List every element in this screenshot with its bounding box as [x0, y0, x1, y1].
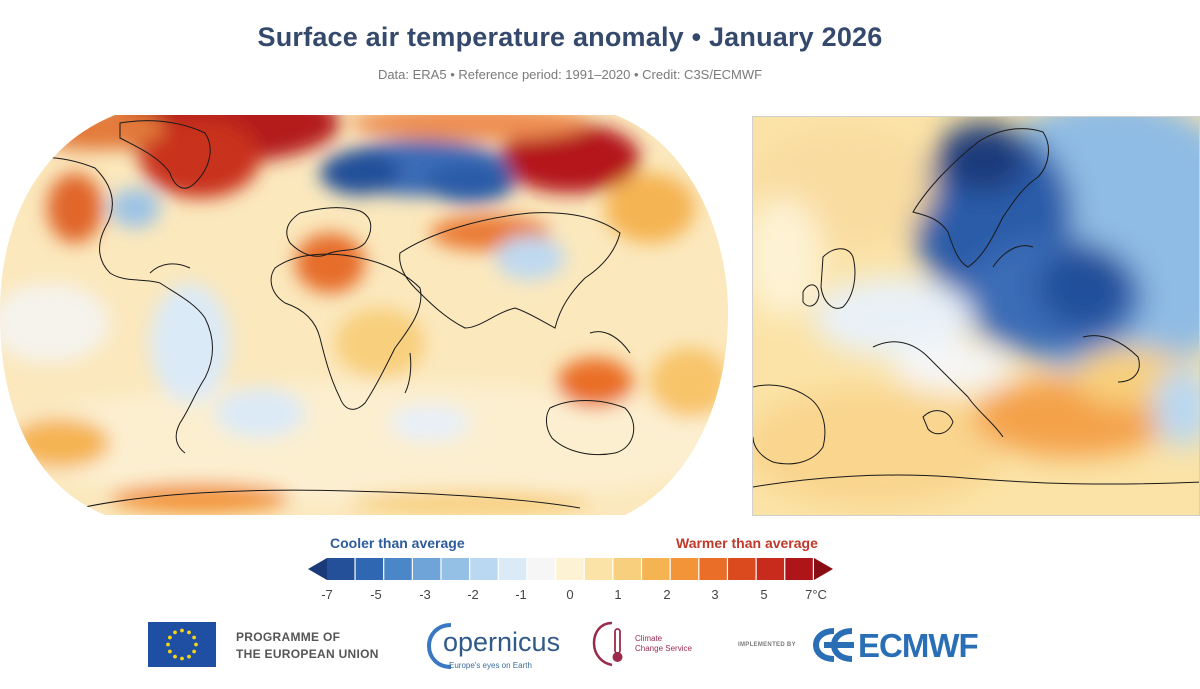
tick-label: 2: [663, 587, 671, 602]
tick-label: -2: [467, 587, 479, 602]
tick-label: -5: [370, 587, 382, 602]
eu-star-icon: [173, 630, 177, 635]
copernicus-logo: opernicus Europe's eyes on Earth: [425, 619, 565, 671]
eu-star-icon: [180, 628, 184, 633]
colorbar-bin: [756, 558, 785, 580]
tick-label: -1: [515, 587, 527, 602]
eu-star-icon: [167, 635, 172, 640]
colorbar-bin: [384, 558, 412, 580]
ccs-text: Climate Change Service: [635, 634, 692, 654]
colorbar-bin: [327, 558, 355, 580]
tick-label: 0: [566, 587, 574, 602]
colorbar-bin: [728, 558, 756, 580]
eu-star-icon: [166, 642, 170, 647]
eu-star-icon: [192, 635, 197, 640]
colorbar-bin: [613, 558, 641, 580]
tick-label: 7°C: [805, 587, 827, 602]
colorbar-bin: [556, 558, 584, 580]
colorbar-bin: [470, 558, 498, 580]
eu-star-icon: [180, 656, 184, 661]
colorbar-bin: [584, 558, 613, 580]
tick-label: 5: [760, 587, 768, 602]
colorbar-min-arrow: [308, 558, 327, 580]
eu-programme-text: PROGRAMME OF THE EUROPEAN UNION: [236, 629, 379, 663]
colorbar-bin: [355, 558, 384, 580]
world-anomaly-map: [0, 113, 730, 518]
colorbar-bin: [412, 558, 441, 580]
page-title: Surface air temperature anomaly • Januar…: [257, 22, 883, 52]
ccs-line-1: Climate: [635, 634, 663, 643]
europe-anomaly-map: [752, 116, 1200, 516]
colorbar-bin: [498, 558, 527, 580]
eu-line-2: THE EUROPEAN UNION: [236, 647, 379, 661]
legend-warmer-label: Warmer than average: [676, 535, 818, 551]
eu-star-icon: [173, 654, 177, 659]
tick-label: -7: [321, 587, 333, 602]
colorbar-bin: [699, 558, 727, 580]
colorbar-bin: [441, 558, 470, 580]
colorbar-bin: [642, 558, 670, 580]
eu-star-icon: [167, 649, 172, 654]
tick-label: -3: [419, 587, 431, 602]
ecmwf-logo: ECMWF: [812, 625, 1002, 665]
ccs-line-2: Change Service: [635, 644, 692, 653]
copernicus-wordmark: opernicus: [443, 627, 561, 657]
logo-bar: PROGRAMME OF THE EUROPEAN UNION opernicu…: [0, 615, 1200, 685]
implemented-by-label: IMPLEMENTED BY: [738, 642, 796, 648]
ecmwf-wordmark: ECMWF: [858, 627, 979, 664]
copernicus-tagline: Europe's eyes on Earth: [449, 661, 532, 670]
climate-change-service-logo: Climate Change Service: [592, 619, 712, 671]
eu-star-icon: [194, 642, 198, 647]
eu-star-icon: [187, 630, 191, 635]
colorbar-max-arrow: [814, 558, 833, 580]
eu-star-icon: [192, 649, 197, 654]
eu-flag-icon: [148, 622, 216, 667]
tick-label: 3: [711, 587, 719, 602]
legend-cooler-label: Cooler than average: [330, 535, 465, 551]
page-subtitle: Data: ERA5 • Reference period: 1991–2020…: [377, 67, 763, 82]
colorbar: [308, 558, 833, 580]
ecmwf-swirl-icon: [812, 628, 854, 662]
eu-line-1: PROGRAMME OF: [236, 630, 341, 644]
colorbar-bin: [785, 558, 813, 580]
tick-label: 1: [614, 587, 622, 602]
colorbar-bin: [670, 558, 699, 580]
colorbar-bin: [527, 558, 555, 580]
eu-star-icon: [187, 654, 191, 659]
colorbar-ticks: -7 -5 -3 -2 -1 0 1 2 3 5 7°C: [308, 587, 833, 607]
